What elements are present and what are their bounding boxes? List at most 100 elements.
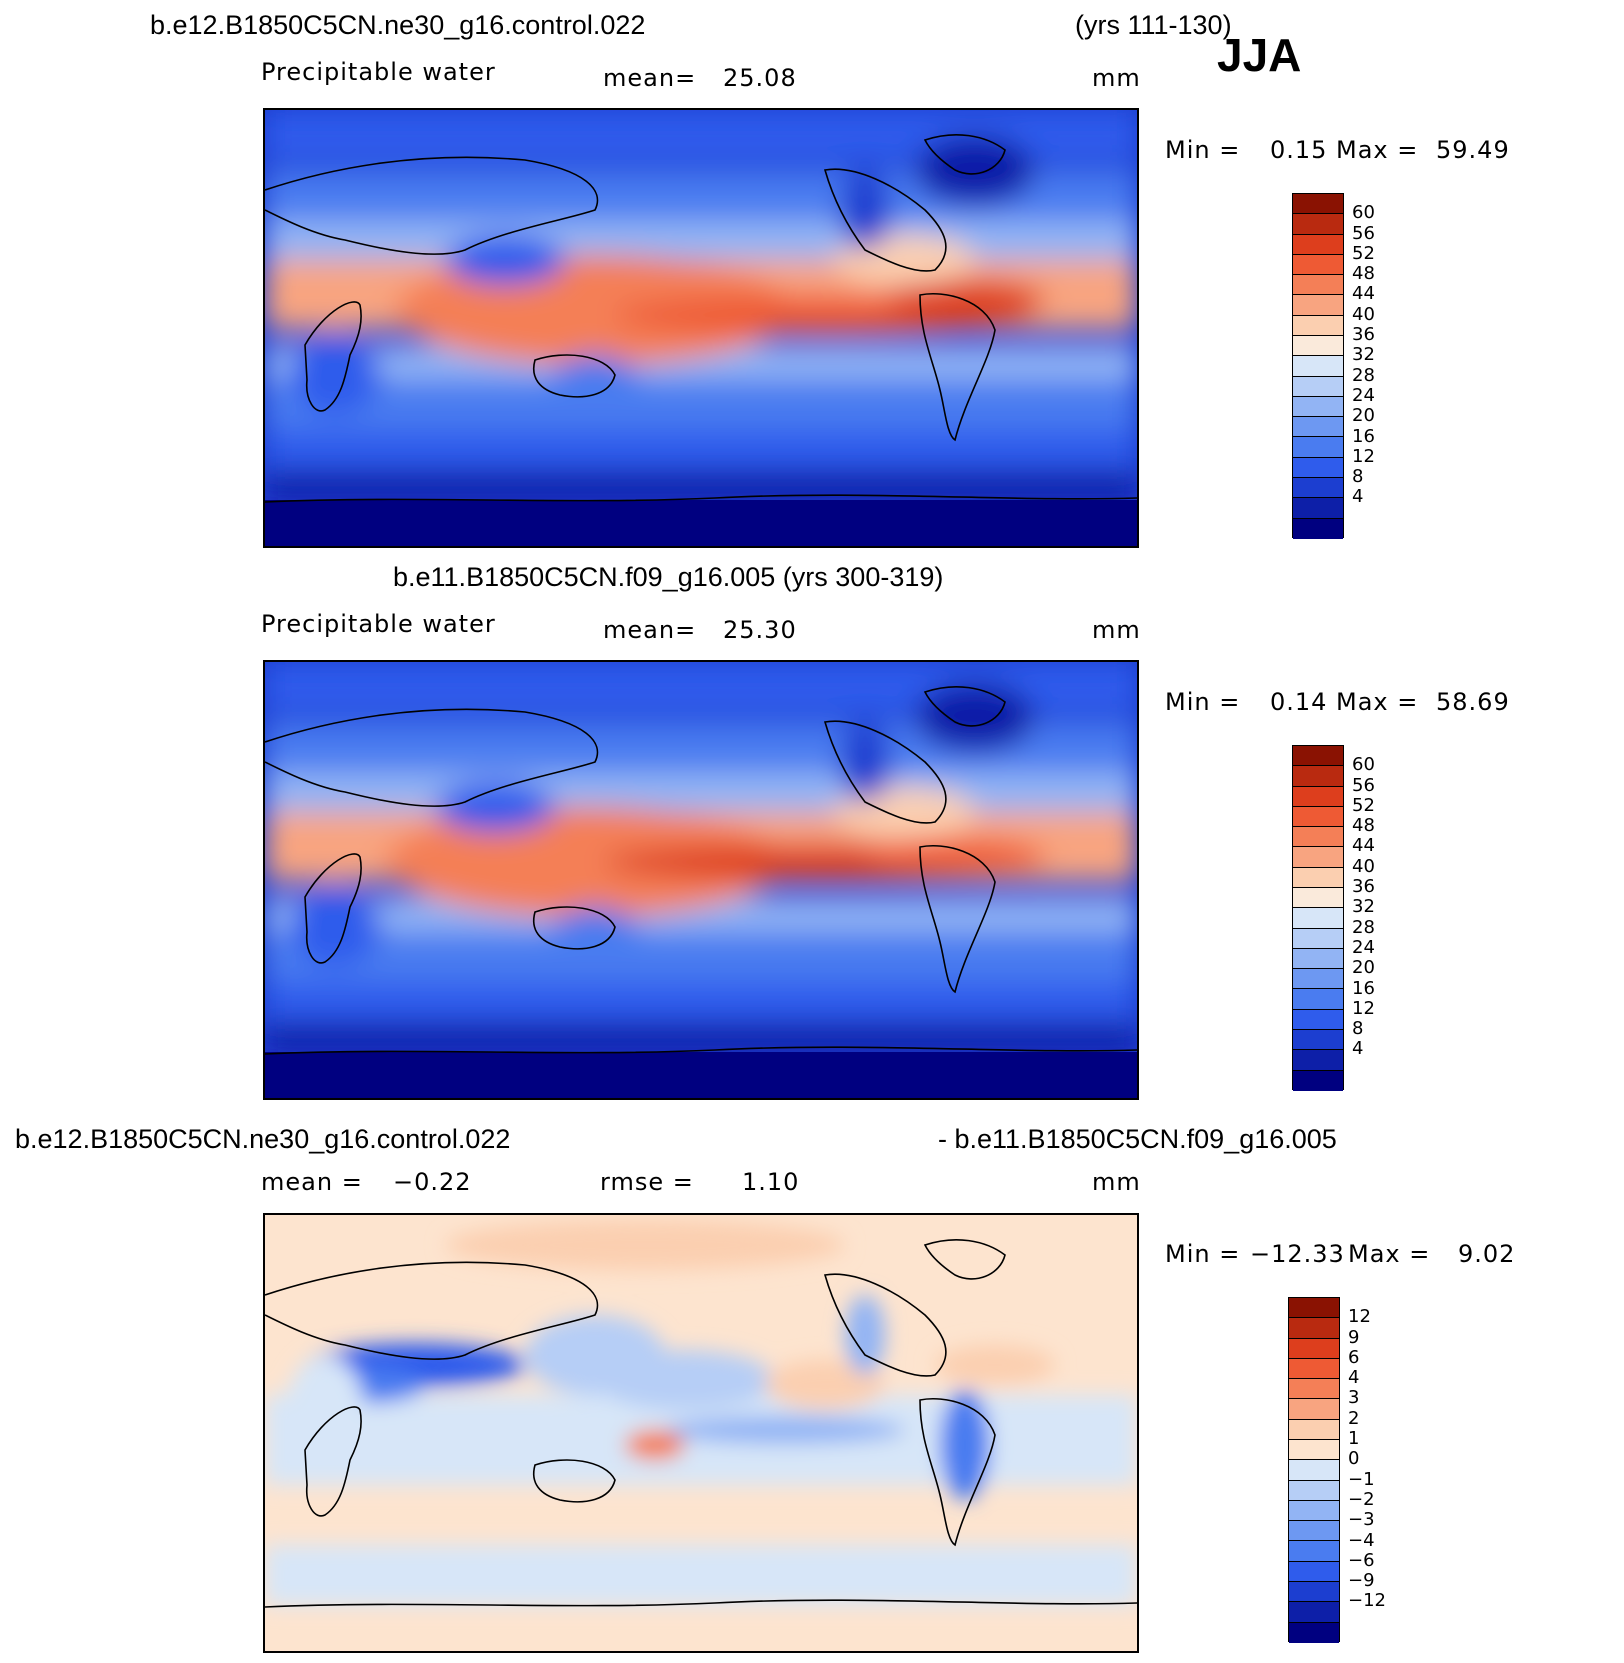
panel1-coastlines — [265, 134, 1137, 503]
colorbar-swatch — [1293, 1070, 1343, 1091]
colorbar-tick-label: 60 — [1352, 754, 1375, 776]
colorbar-tick-label: 3 — [1348, 1387, 1360, 1409]
colorbar-tick-label: 44 — [1352, 283, 1375, 305]
panel3-case-title: b.e12.B1850C5CN.ne30_g16.control.022 — [15, 1124, 511, 1154]
colorbar-tick-label: 4 — [1352, 1038, 1364, 1060]
colorbar-tick-label: 48 — [1352, 815, 1375, 837]
colorbar-tick-label: −1 — [1348, 1468, 1375, 1490]
panel3-max-value: 9.02 — [1458, 1240, 1516, 1268]
colorbar-tick-label: −6 — [1348, 1549, 1375, 1571]
panel3-coastlines — [265, 1239, 1137, 1608]
colorbar-swatch — [1293, 356, 1343, 377]
colorbar-tick-label: 56 — [1352, 774, 1375, 796]
colorbar-tick-label: 56 — [1352, 222, 1375, 244]
panel1-colorbar — [1292, 193, 1344, 539]
panel2-case-title: b.e11.B1850C5CN.f09_g16.005 (yrs 300-319… — [393, 562, 944, 592]
colorbar-swatch — [1289, 1500, 1339, 1522]
colorbar-swatch — [1289, 1460, 1339, 1481]
panel2-colorbar — [1292, 745, 1344, 1091]
panel3-max-label: Max = — [1348, 1240, 1431, 1268]
panel3-mean-label: mean = — [261, 1168, 363, 1196]
colorbar-swatch — [1293, 214, 1343, 235]
colorbar-tick-label: −3 — [1348, 1509, 1375, 1531]
colorbar-tick-label: −12 — [1348, 1590, 1386, 1612]
panel3-min-value: −12.33 — [1250, 1240, 1345, 1268]
panel1-min-value: 0.15 — [1270, 136, 1328, 164]
colorbar-tick-label: 12 — [1352, 445, 1375, 467]
panel1-variable: Precipitable water — [261, 58, 496, 86]
panel3-rmse-label: rmse = — [600, 1168, 694, 1196]
colorbar-tick-label: 28 — [1352, 916, 1375, 938]
colorbar-swatch — [1293, 295, 1343, 316]
colorbar-tick-label: −2 — [1348, 1488, 1375, 1510]
panel1-units: mm — [1092, 64, 1141, 92]
colorbar-swatch — [1293, 234, 1343, 255]
panel2-mean-label: mean= — [603, 616, 697, 644]
colorbar-tick-label: 60 — [1352, 202, 1375, 224]
colorbar-swatch — [1289, 1338, 1339, 1359]
panel2-min-value: 0.14 — [1270, 688, 1328, 716]
colorbar-swatch — [1293, 1009, 1343, 1030]
panel2-mean-value: 25.30 — [723, 616, 797, 644]
colorbar-swatch — [1293, 437, 1343, 458]
colorbar-swatch — [1289, 1419, 1339, 1440]
colorbar-swatch — [1293, 477, 1343, 499]
colorbar-tick-label: 20 — [1352, 405, 1375, 427]
panel3-rmse-value: 1.10 — [742, 1168, 800, 1196]
colorbar-tick-label: 8 — [1352, 1018, 1364, 1040]
colorbar-swatch — [1293, 847, 1343, 868]
colorbar-tick-label: 32 — [1352, 896, 1375, 918]
panel3-field — [265, 1215, 1137, 1651]
colorbar-tick-label: 8 — [1352, 466, 1364, 488]
panel3-units: mm — [1092, 1168, 1141, 1196]
colorbar-tick-label: 20 — [1352, 957, 1375, 979]
colorbar-swatch — [1293, 969, 1343, 990]
colorbar-swatch — [1293, 518, 1343, 539]
colorbar-tick-label: 28 — [1352, 364, 1375, 386]
panel1-max-label: Max = — [1336, 136, 1419, 164]
colorbar-tick-label: 1 — [1348, 1428, 1360, 1450]
colorbar-swatch — [1289, 1379, 1339, 1400]
colorbar-swatch — [1289, 1561, 1339, 1582]
panel2-min-label: Min = — [1165, 688, 1241, 716]
colorbar-swatch — [1293, 457, 1343, 478]
colorbar-swatch — [1293, 806, 1343, 828]
colorbar-tick-label: 16 — [1352, 425, 1375, 447]
colorbar-swatch — [1293, 908, 1343, 929]
colorbar-swatch — [1289, 1480, 1339, 1501]
panel1-map — [263, 108, 1139, 548]
colorbar-tick-label: 4 — [1348, 1367, 1360, 1389]
colorbar-swatch — [1293, 194, 1343, 215]
panel2-coastlines — [265, 686, 1137, 1055]
colorbar-swatch — [1293, 315, 1343, 336]
colorbar-tick-label: 40 — [1352, 855, 1375, 877]
colorbar-swatch — [1289, 1358, 1339, 1380]
colorbar-tick-label: 0 — [1348, 1448, 1360, 1470]
colorbar-swatch — [1289, 1521, 1339, 1542]
panel1-max-value: 59.49 — [1436, 136, 1510, 164]
panel2-units: mm — [1092, 616, 1141, 644]
colorbar-swatch — [1293, 376, 1343, 397]
colorbar-swatch — [1293, 396, 1343, 418]
colorbar-tick-label: 9 — [1348, 1326, 1360, 1348]
panel3-case-subtracted: - b.e11.B1850C5CN.f09_g16.005 — [938, 1124, 1337, 1154]
colorbar-tick-label: 12 — [1348, 1306, 1371, 1328]
panel2-max-label: Max = — [1336, 688, 1419, 716]
colorbar-tick-label: −9 — [1348, 1570, 1375, 1592]
panel3-map — [263, 1213, 1139, 1653]
colorbar-swatch — [1293, 989, 1343, 1010]
colorbar-tick-label: 36 — [1352, 876, 1375, 898]
panel1-min-label: Min = — [1165, 136, 1241, 164]
panel2-max-value: 58.69 — [1436, 688, 1510, 716]
panel1-years: (yrs 111-130) — [1075, 10, 1232, 40]
panel3-mean-value: −0.22 — [393, 1168, 472, 1196]
colorbar-swatch — [1293, 928, 1343, 949]
colorbar-swatch — [1289, 1399, 1339, 1420]
colorbar-swatch — [1293, 498, 1343, 519]
colorbar-swatch — [1289, 1541, 1339, 1562]
colorbar-swatch — [1293, 254, 1343, 276]
colorbar-swatch — [1293, 1050, 1343, 1071]
colorbar-tick-label: 16 — [1352, 977, 1375, 999]
colorbar-tick-label: 36 — [1352, 324, 1375, 346]
panel1-mean-label: mean= — [603, 64, 697, 92]
